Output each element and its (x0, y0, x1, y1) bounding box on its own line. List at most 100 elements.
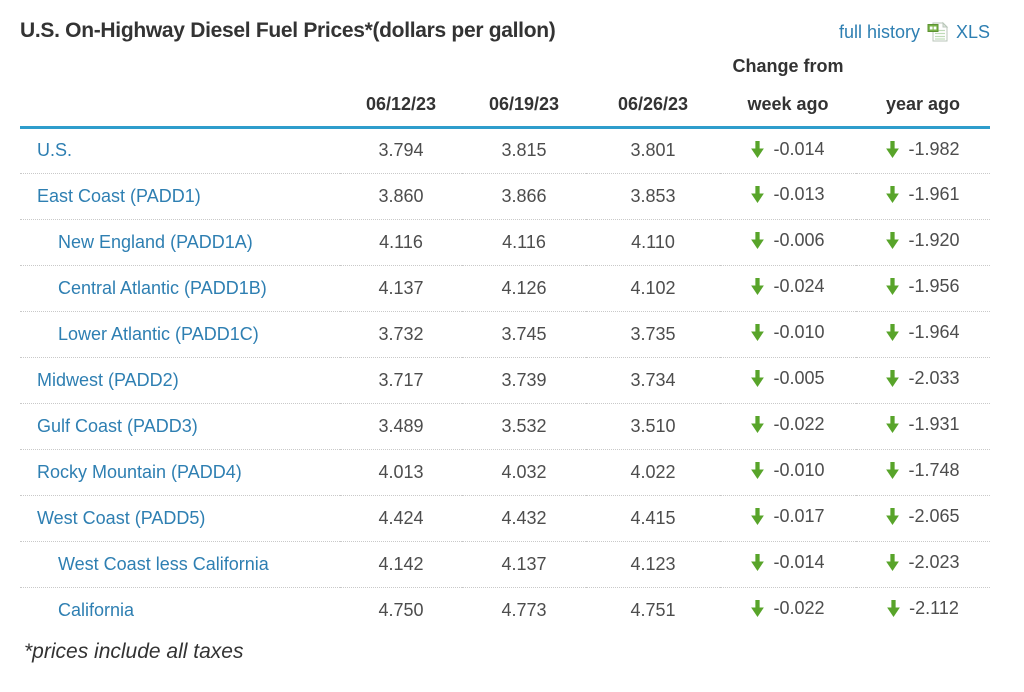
price-cell: 4.126 (501, 277, 547, 298)
year-ago-change-value: -2.023 (908, 552, 960, 572)
region-cell: New England (PADD1A) (20, 219, 340, 265)
change-from-header: Change from (732, 55, 844, 76)
taxes-footnote: *prices include all taxes (24, 640, 244, 663)
down-arrow-icon (886, 232, 900, 249)
week-ago-change-cell: -0.006 (720, 219, 856, 265)
year-ago-change-cell: -1.931 (856, 403, 990, 449)
week-ago-change-value: -0.010 (773, 460, 825, 480)
region-cell: U.S. (20, 127, 340, 173)
price-cell: 3.717 (378, 369, 424, 390)
price-cell: 4.424 (378, 507, 424, 528)
price-cell: 4.123 (630, 553, 676, 574)
year-ago-change-cell: -1.982 (856, 127, 990, 173)
table-row: U.S. 3.794 3.815 3.801 -0.014 -1.982 (20, 127, 990, 173)
price-cell: 3.532 (501, 415, 547, 436)
region-cell: Gulf Coast (PADD3) (20, 403, 340, 449)
year-ago-change-value: -1.931 (908, 414, 960, 434)
down-arrow-icon (886, 186, 900, 203)
region-link[interactable]: U.S. (37, 140, 73, 160)
week-ago-change-value: -0.024 (773, 276, 825, 296)
region-link[interactable]: Central Atlantic (PADD1B) (58, 277, 267, 298)
year-ago-change-value: -2.033 (908, 368, 960, 388)
table-row: Gulf Coast (PADD3) 3.489 3.532 3.510 -0.… (20, 403, 990, 449)
down-arrow-icon (887, 600, 901, 618)
price-cell: 3.815 (501, 140, 547, 160)
down-arrow-icon (751, 232, 765, 249)
table-row: West Coast (PADD5) 4.424 4.432 4.415 -0.… (20, 495, 990, 541)
down-arrow-icon (886, 508, 900, 525)
table-row: West Coast less California 4.142 4.137 4… (20, 541, 990, 587)
year-ago-change-cell: -1.748 (856, 449, 990, 495)
week-ago-change-cell: -0.010 (720, 449, 856, 495)
xls-file-icon[interactable] (927, 21, 949, 43)
region-link[interactable]: West Coast less California (58, 553, 269, 574)
down-arrow-icon (751, 186, 765, 203)
year-ago-change-cell: -2.112 (856, 587, 990, 633)
week-ago-change-cell: -0.022 (720, 587, 856, 633)
table-row: Central Atlantic (PADD1B) 4.137 4.126 4.… (20, 265, 990, 311)
week-ago-change-value: -0.005 (773, 368, 825, 388)
year-ago-change-value: -1.961 (908, 184, 960, 204)
price-table-body: U.S. 3.794 3.815 3.801 -0.014 -1.982 Eas… (20, 127, 990, 633)
region-link[interactable]: West Coast (PADD5) (37, 507, 206, 528)
down-arrow-icon (751, 462, 765, 479)
region-link[interactable]: Midwest (PADD2) (37, 369, 179, 390)
price-cell: 3.745 (501, 323, 547, 344)
header-links: full history XLS (839, 21, 1004, 43)
week-ago-change-cell: -0.005 (720, 357, 856, 403)
price-cell: 3.734 (630, 369, 676, 390)
region-link[interactable]: New England (PADD1A) (58, 231, 253, 252)
down-arrow-icon (886, 278, 900, 295)
region-link[interactable]: California (58, 599, 135, 620)
date-column-header: 06/19/23 (488, 94, 560, 115)
down-arrow-icon (886, 324, 900, 341)
price-cell: 4.415 (630, 507, 676, 528)
price-cell: 4.032 (501, 461, 547, 482)
week-ago-change-value: -0.017 (773, 506, 825, 526)
table-row: East Coast (PADD1) 3.860 3.866 3.853 -0.… (20, 173, 990, 219)
spacer-cell (856, 48, 990, 84)
down-arrow-icon (886, 140, 900, 158)
year-ago-change-value: -1.964 (908, 322, 960, 342)
region-link[interactable]: Rocky Mountain (PADD4) (37, 461, 242, 482)
week-ago-change-value: -0.014 (773, 138, 825, 159)
change-from-row: Change from (20, 48, 990, 84)
down-arrow-icon (751, 278, 765, 295)
year-ago-change-value: -1.956 (908, 276, 960, 296)
price-cell: 4.137 (378, 277, 424, 298)
region-cell: East Coast (PADD1) (20, 173, 340, 219)
week-ago-change-value: -0.014 (773, 552, 825, 572)
week-ago-change-cell: -0.017 (720, 495, 856, 541)
down-arrow-icon (886, 554, 900, 571)
week-ago-change-value: -0.022 (773, 598, 825, 619)
region-link[interactable]: Gulf Coast (PADD3) (37, 415, 198, 436)
region-cell: Lower Atlantic (PADD1C) (20, 311, 340, 357)
week-ago-change-value: -0.013 (773, 184, 825, 204)
price-cell: 3.732 (378, 323, 424, 344)
week-ago-change-cell: -0.010 (720, 311, 856, 357)
price-cell: 4.102 (630, 277, 676, 298)
price-cell: 4.013 (378, 461, 424, 482)
full-history-link[interactable]: full history (838, 21, 920, 42)
price-cell: 4.751 (630, 599, 676, 620)
price-cell: 4.750 (378, 599, 424, 620)
region-link[interactable]: Lower Atlantic (PADD1C) (58, 323, 259, 344)
table-header: Change from 06/12/23 06/19/23 06/26/23 w… (20, 48, 990, 127)
region-link[interactable]: East Coast (PADD1) (37, 185, 201, 206)
price-cell: 4.110 (631, 231, 675, 252)
price-cell: 3.739 (501, 369, 547, 390)
table-row: Rocky Mountain (PADD4) 4.013 4.032 4.022… (20, 449, 990, 495)
week-ago-change-value: -0.006 (773, 230, 825, 250)
price-cell: 3.801 (630, 140, 676, 160)
price-cell: 4.116 (502, 231, 546, 252)
price-cell: 4.773 (501, 599, 547, 620)
table-row: Midwest (PADD2) 3.717 3.739 3.734 -0.005… (20, 357, 990, 403)
year-ago-change-value: -1.982 (908, 138, 960, 159)
page-title: U.S. On-Highway Diesel Fuel Prices*(doll… (20, 19, 556, 42)
date-column-header: 06/12/23 (365, 94, 437, 115)
xls-link[interactable]: XLS (955, 21, 990, 42)
price-cell: 3.860 (378, 185, 424, 206)
year-ago-change-value: -1.748 (908, 460, 960, 480)
year-ago-change-value: -2.112 (909, 598, 959, 619)
year-ago-change-cell: -2.023 (856, 541, 990, 587)
